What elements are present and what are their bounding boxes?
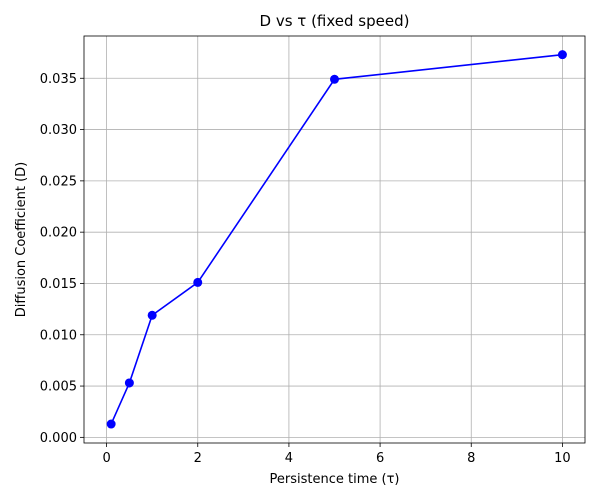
y-tick-label: 0.010 <box>40 328 77 343</box>
data-point <box>330 74 339 84</box>
x-tick-label: 6 <box>376 451 384 466</box>
series-layer <box>106 50 567 429</box>
y-tick-label: 0.035 <box>40 72 77 87</box>
x-axis-ticks: 0 2 4 6 8 10 <box>102 443 571 466</box>
y-tick-label: 0.005 <box>40 380 77 395</box>
x-tick-label: 0 <box>102 451 110 466</box>
y-tick-label: 0.030 <box>40 123 77 138</box>
data-point <box>124 378 134 388</box>
x-tick-label: 4 <box>285 451 293 466</box>
y-tick-label: 0.000 <box>40 431 77 446</box>
y-tick-label: 0.015 <box>40 277 77 292</box>
data-point <box>193 277 203 287</box>
chart-title: D vs τ (fixed speed) <box>260 12 410 30</box>
series-line <box>110 53 563 425</box>
y-axis-ticks: 0.000 0.005 0.010 0.015 0.020 0.025 0.030 0.035 <box>40 72 84 446</box>
data-point <box>557 50 567 60</box>
data-point <box>147 310 157 320</box>
plot-frame <box>83 35 586 444</box>
x-tick-label: 2 <box>194 451 202 466</box>
y-tick-label: 0.025 <box>40 174 77 189</box>
x-axis-label: Persistence time (τ) <box>270 472 400 487</box>
x-tick-label: 8 <box>467 451 475 466</box>
y-tick-label: 0.020 <box>40 226 77 241</box>
x-tick-label: 10 <box>554 451 571 466</box>
y-axis-label: Diffusion Coefficient (D) <box>14 162 29 318</box>
data-point <box>106 419 116 429</box>
